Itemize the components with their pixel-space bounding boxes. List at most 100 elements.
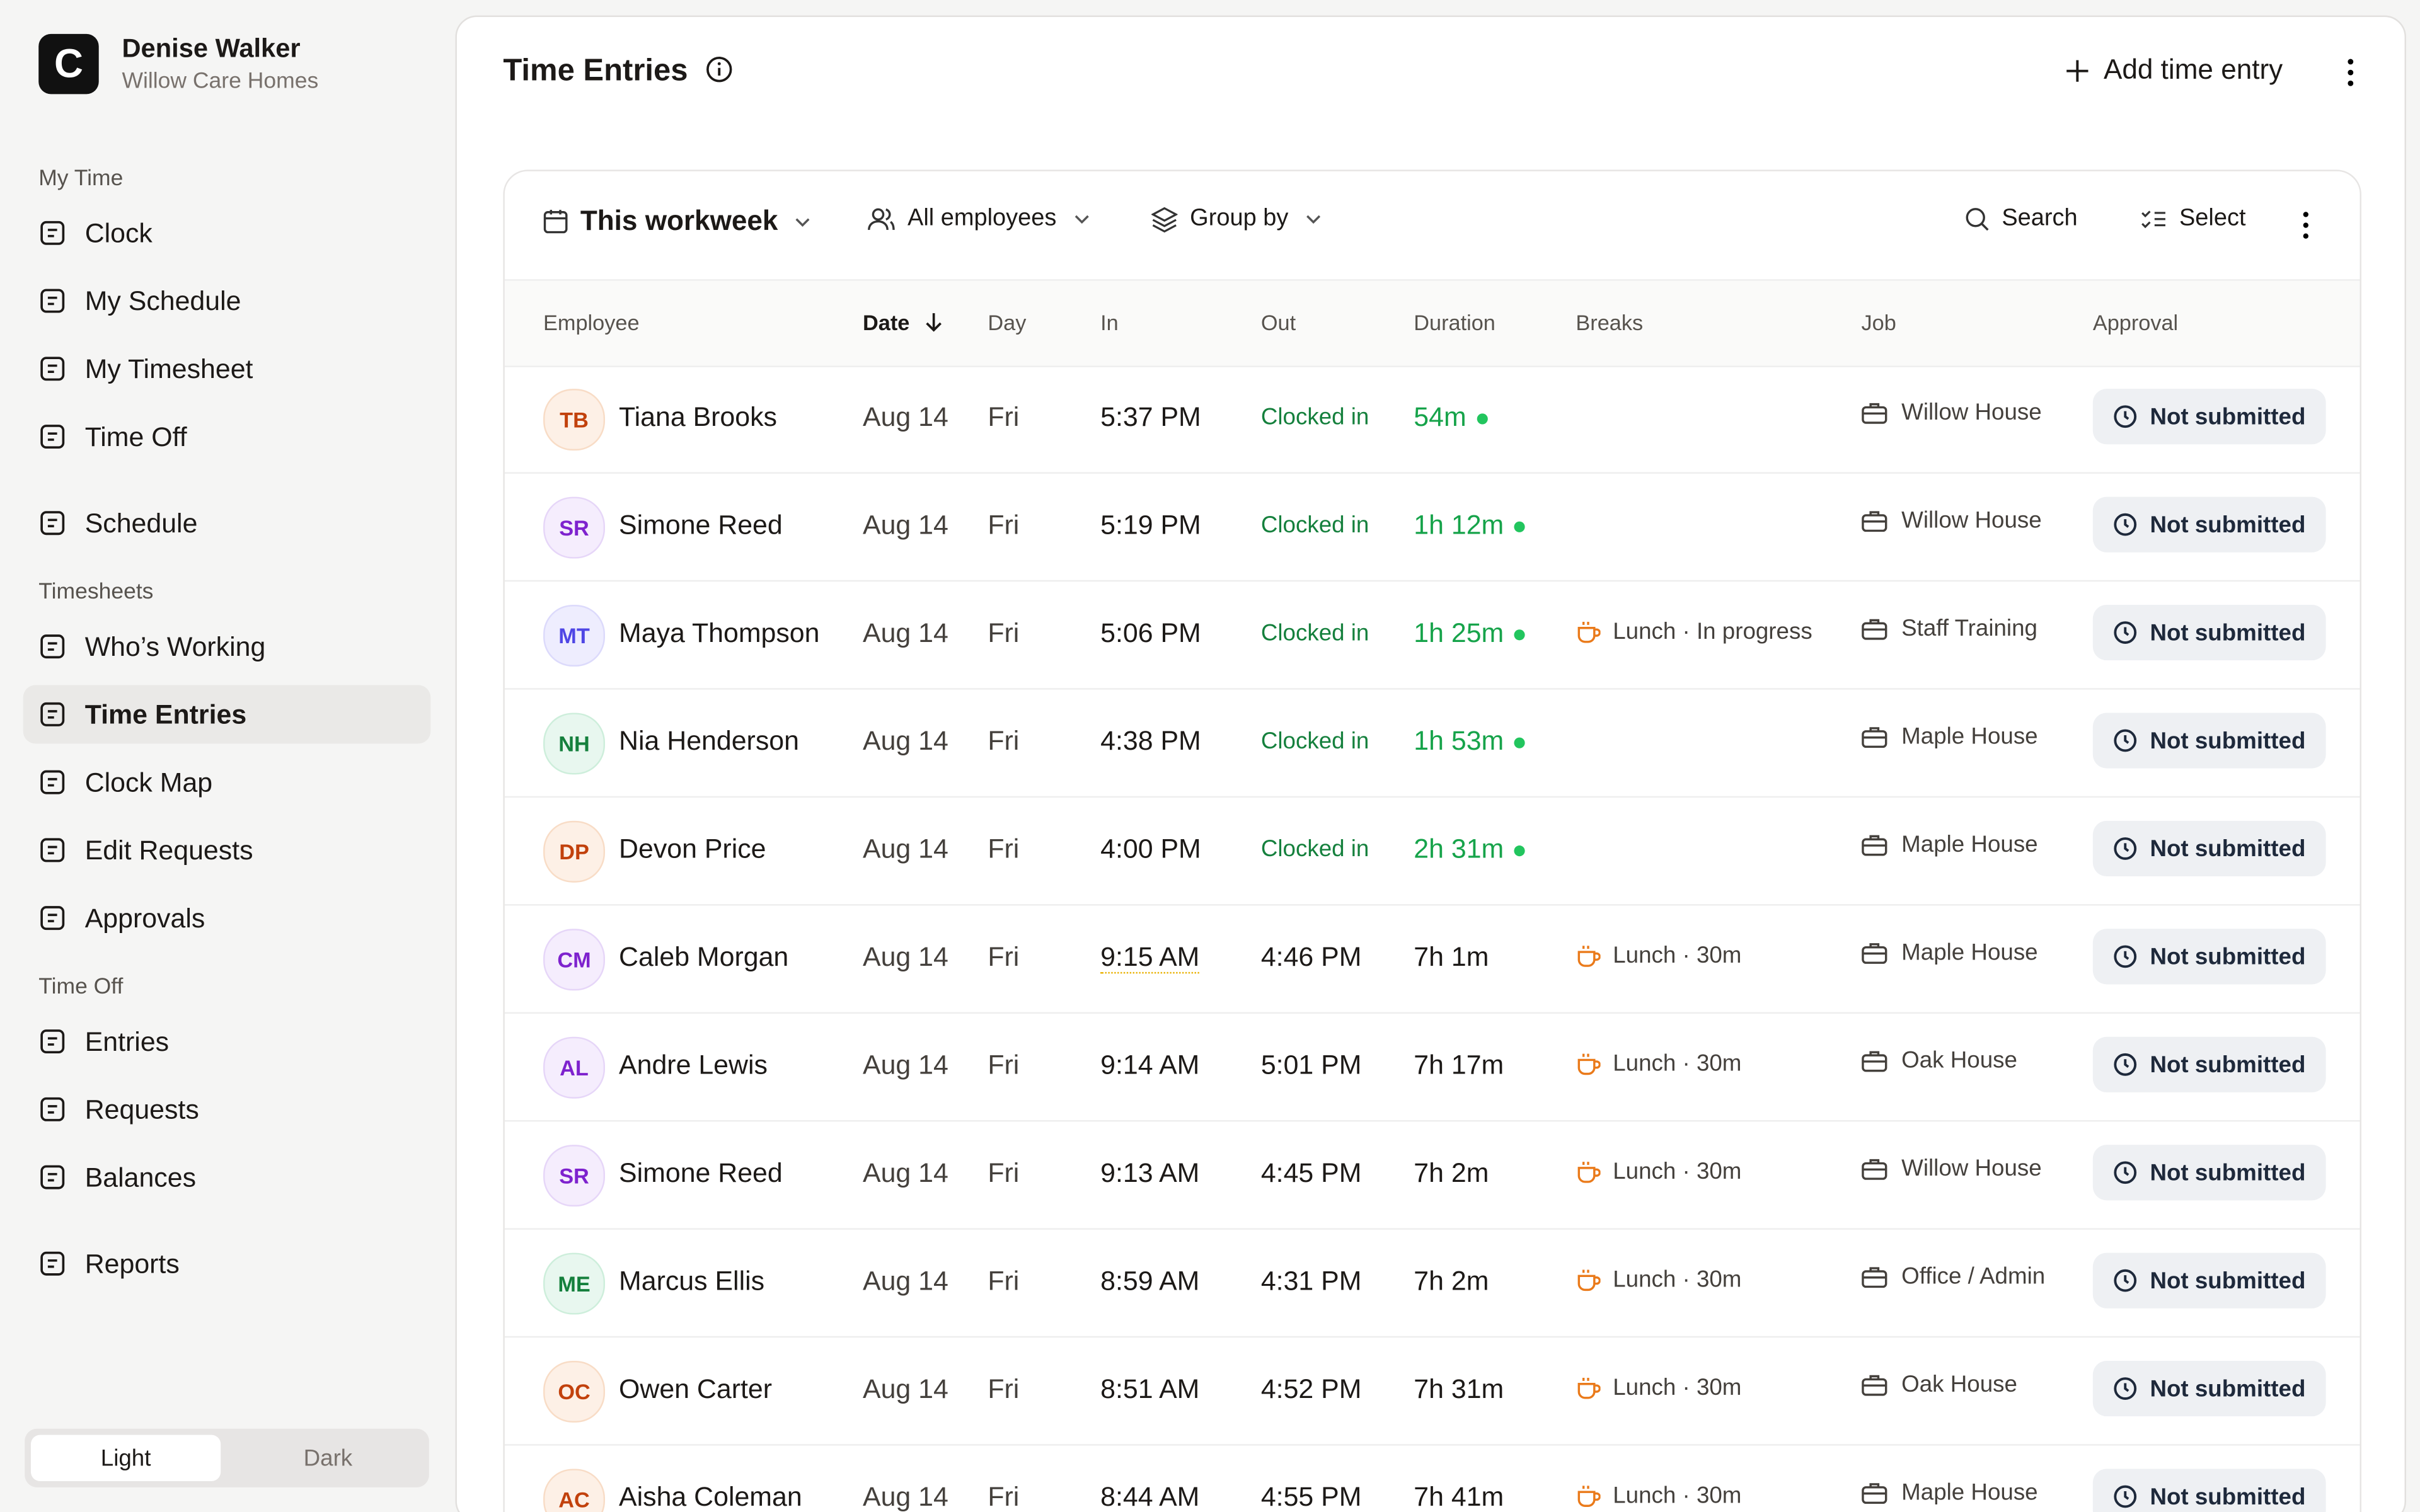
- nav-item[interactable]: Edit Requests: [23, 821, 431, 879]
- job-name: Willow House: [1901, 1155, 2042, 1182]
- duration: 2h 31m: [1414, 833, 1526, 865]
- table-more[interactable]: [2296, 210, 2315, 241]
- table-row[interactable]: OC Owen Carter Aug 14 Fri 8:51 AM 4:52 PM 7h 3…: [504, 1336, 2360, 1446]
- nav-item[interactable]: Approvals: [23, 889, 431, 948]
- table-header: Employee Date Day In Out Duration Breaks Job App…: [504, 279, 2360, 367]
- nav-label[interactable]: Requests: [84, 1093, 199, 1125]
- approval-text: Not submitted: [2150, 835, 2306, 862]
- theme-option[interactable]: Light: [30, 1435, 221, 1482]
- add-label[interactable]: Add time entry: [2103, 54, 2283, 85]
- avatar: AL: [543, 1036, 606, 1099]
- breaks: Lunch · 30m: [1576, 1375, 1741, 1401]
- table-row[interactable]: ME Marcus Ellis Aug 14 Fri 8:59 AM 4:31 PM 7h …: [504, 1228, 2360, 1338]
- nav-item[interactable]: Requests: [23, 1080, 431, 1138]
- add-button[interactable]: Add time entry: [2065, 54, 2283, 86]
- nav-item[interactable]: Time Entries: [23, 685, 431, 744]
- nav-item[interactable]: My Timesheet: [23, 340, 431, 398]
- nav-label[interactable]: Schedule: [84, 507, 198, 538]
- nav-item[interactable]: Time Off: [23, 408, 431, 466]
- nav-label[interactable]: Time Off: [84, 420, 187, 452]
- nav-group: My Time Clock My Schedule My Timesheet Time …: [0, 166, 454, 466]
- nav-label[interactable]: Edit Requests: [84, 833, 253, 865]
- clock-in: 4:38 PM: [1100, 725, 1201, 757]
- table-row[interactable]: SR Simone Reed Aug 14 Fri 9:13 AM 4:45 PM 7h 2…: [504, 1120, 2360, 1230]
- duration: 7h 1m: [1414, 941, 1489, 973]
- select-label[interactable]: Select: [2179, 205, 2246, 232]
- approval-text: Not submitted: [2150, 1375, 2306, 1402]
- date: Aug 14: [862, 509, 948, 541]
- nav-label[interactable]: Clock Map: [84, 765, 213, 797]
- nav-label[interactable]: Entries: [84, 1025, 170, 1057]
- nav-label[interactable]: My Timesheet: [84, 352, 253, 384]
- clock-out: Clocked in: [1260, 836, 1369, 862]
- date: Aug 14: [862, 617, 948, 648]
- job: Willow House: [1861, 1155, 2042, 1182]
- nav-group: Reports: [0, 1234, 454, 1293]
- clock-in: 9:14 AM: [1100, 1049, 1199, 1081]
- more-button[interactable]: [2340, 57, 2361, 88]
- nav-label[interactable]: My Schedule: [84, 284, 241, 316]
- nav-label[interactable]: Balances: [84, 1160, 197, 1192]
- employee-name: Marcus Ellis: [619, 1265, 765, 1297]
- break-text: Lunch · 30m: [1613, 1050, 1742, 1077]
- nav-item[interactable]: Clock: [23, 203, 431, 262]
- live-dot: [1514, 845, 1526, 856]
- nav-item[interactable]: My Schedule: [23, 272, 431, 330]
- nav-item[interactable]: Entries: [23, 1012, 431, 1071]
- nav-item[interactable]: Schedule: [23, 494, 431, 553]
- clock-in: 5:06 PM: [1100, 617, 1201, 650]
- search-label[interactable]: Search: [2002, 205, 2078, 232]
- date: Aug 14: [862, 833, 948, 864]
- search[interactable]: Search: [1965, 205, 2078, 233]
- approval-badge: Not submitted: [2092, 605, 2326, 661]
- employee-filter[interactable]: All employees: [867, 205, 1102, 233]
- column-header[interactable]: Date: [862, 310, 910, 335]
- column-header: Breaks: [1576, 310, 1644, 335]
- nav-label[interactable]: Reports: [84, 1247, 180, 1278]
- employee-name: Andre Lewis: [619, 1049, 768, 1080]
- job: Maple House: [1861, 939, 2038, 966]
- employee-name: Maya Thompson: [619, 617, 820, 648]
- duration-value: 7h 31m: [1414, 1373, 1504, 1404]
- nav-label[interactable]: Clock: [84, 217, 153, 248]
- nav-item[interactable]: Reports: [23, 1234, 431, 1293]
- job-name: Office / Admin: [1901, 1263, 2046, 1290]
- period[interactable]: This workweek: [580, 205, 778, 236]
- table-row[interactable]: AL Andre Lewis Aug 14 Fri 9:14 AM 5:01 PM 7h 1…: [504, 1012, 2360, 1122]
- table-row[interactable]: SR Simone Reed Aug 14 Fri 5:19 PM Clocked in 1…: [504, 472, 2360, 582]
- clock-out: 4:46 PM: [1260, 941, 1362, 972]
- avatar: CM: [543, 929, 606, 991]
- duration: 1h 12m: [1414, 509, 1526, 541]
- approval-badge: Not submitted: [2092, 1145, 2326, 1201]
- table-row[interactable]: AC Aisha Coleman Aug 14 Fri 8:44 AM 4:55 PM 7h…: [505, 1444, 2360, 1512]
- breaks: Lunch · 30m: [1576, 1051, 1741, 1077]
- select[interactable]: Select: [2141, 205, 2246, 233]
- column-header: Approval: [2092, 310, 2179, 335]
- break-text: Lunch · In progress: [1613, 619, 1812, 645]
- duration-value: 7h 41m: [1414, 1481, 1504, 1512]
- nav-item[interactable]: Who’s Working: [23, 617, 431, 676]
- breaks: Lunch · In progress: [1576, 619, 1812, 645]
- nav-label[interactable]: Approvals: [84, 902, 205, 933]
- group-by[interactable]: Group by: [1190, 205, 1289, 232]
- table-row[interactable]: MT Maya Thompson Aug 14 Fri 5:06 PM Clocked i…: [504, 580, 2360, 690]
- nav-label[interactable]: Who’s Working: [84, 630, 266, 662]
- nav-group: Schedule: [0, 494, 454, 553]
- theme-option[interactable]: Dark: [303, 1445, 353, 1472]
- table-row[interactable]: CM Caleb Morgan Aug 14 Fri 9:15 AM 4:46 PM 7h …: [504, 904, 2360, 1014]
- break-text: Lunch · 30m: [1613, 1482, 1742, 1509]
- employees[interactable]: All employees: [908, 205, 1057, 232]
- table-row[interactable]: DP Devon Price Aug 14 Fri 4:00 PM Clocked in 2…: [504, 796, 2360, 906]
- table-row[interactable]: TB Tiana Brooks Aug 14 Fri 5:37 PM Clocked in…: [504, 364, 2360, 474]
- nav-label[interactable]: Time Entries: [84, 698, 247, 730]
- table-card: This workweek All employees Group by Sea…: [503, 169, 2361, 1512]
- table-row[interactable]: NH Nia Henderson Aug 14 Fri 4:38 PM Clocked i…: [504, 688, 2360, 798]
- nav-group: Timesheets Who’s Working Time Entries Clock…: [0, 580, 454, 948]
- nav-item[interactable]: Clock Map: [23, 753, 431, 811]
- group-filter[interactable]: Group by: [1151, 205, 1335, 233]
- duration-value: 7h 1m: [1414, 941, 1489, 972]
- avatar: SR: [543, 496, 606, 559]
- live-dot: [1514, 737, 1526, 748]
- period-filter[interactable]: This workweek: [543, 205, 824, 238]
- nav-item[interactable]: Balances: [23, 1148, 431, 1206]
